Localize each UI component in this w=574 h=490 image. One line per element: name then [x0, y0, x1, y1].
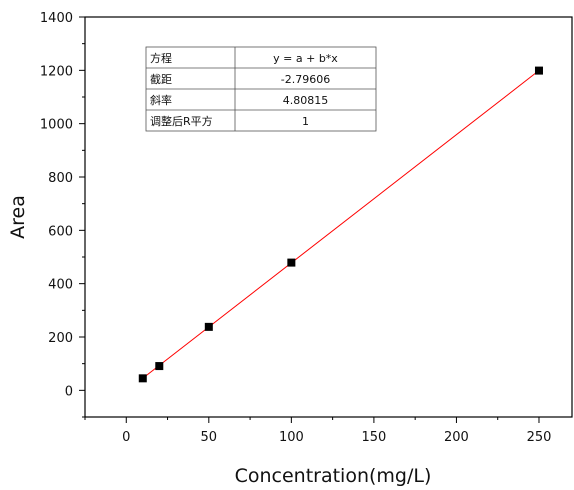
x-tick-label: 100 [279, 430, 304, 445]
plot-frame [84, 16, 573, 418]
x-axis-ticks: 0 50 100 150 200 250 [84, 417, 552, 445]
data-point [155, 362, 164, 371]
x-tick-label: 200 [444, 430, 469, 445]
table-row-label: 方程 [150, 51, 172, 65]
x-tick-label: 250 [527, 430, 552, 445]
x-tick-label: 150 [361, 430, 386, 445]
table-row-label: 调整后R平方 [150, 114, 213, 128]
table-row-value: y = a + b*x [273, 52, 338, 65]
table-row-value: 4.80815 [283, 94, 329, 107]
y-tick-label: 1000 [40, 118, 73, 133]
fit-results-table: 方程 y = a + b*x 截距 -2.79606 斜率 4.80815 调整后R平方 1 [145, 46, 377, 132]
data-point [138, 374, 147, 383]
y-tick-label: 0 [65, 384, 73, 399]
y-tick-label: 800 [48, 171, 73, 186]
data-point [534, 66, 543, 75]
data-points [138, 66, 543, 383]
y-tick-label: 600 [48, 224, 73, 239]
x-tick-label: 50 [201, 430, 218, 445]
y-axis-title: Area [7, 195, 29, 239]
y-tick-label: 400 [48, 278, 73, 293]
x-axis-title: Concentration(mg/L) [235, 465, 432, 487]
data-point [287, 258, 296, 267]
y-tick-label: 200 [48, 331, 73, 346]
table-row-label: 斜率 [150, 93, 172, 107]
x-tick-label: 0 [122, 430, 130, 445]
data-point [204, 322, 213, 331]
table-row-label: 截距 [150, 72, 172, 86]
plot-border [84, 16, 573, 418]
y-tick-label: 1400 [40, 11, 73, 26]
table-row-value: 1 [302, 115, 309, 128]
y-axis-ticks: 0 200 400 600 800 1000 1200 1400 [40, 11, 85, 418]
y-tick-label: 1200 [40, 64, 73, 79]
table-row-value: -2.79606 [281, 73, 330, 86]
